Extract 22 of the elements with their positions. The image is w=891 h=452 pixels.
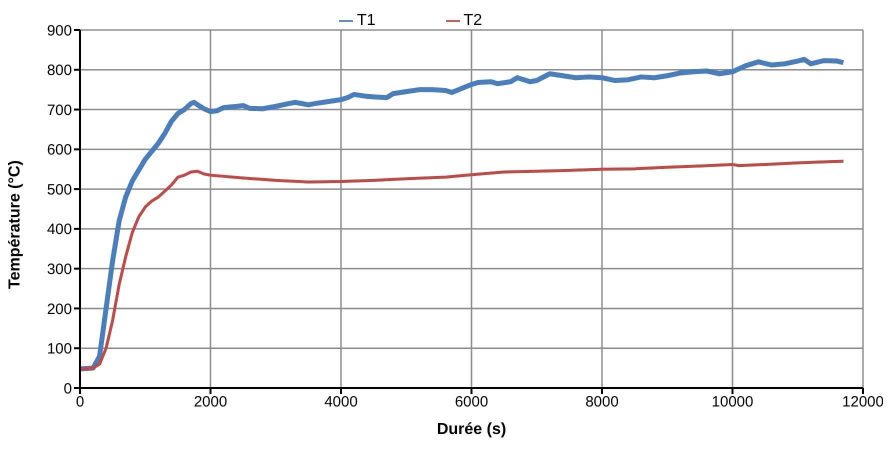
x-tick-label: 12000 [842,394,884,411]
legend-label: T2 [464,12,482,29]
line-series [80,160,845,370]
y-axis-title: Température (°C) [6,160,24,289]
y-tick-label: 900 [46,22,72,40]
y-tick-label: 500 [46,181,72,198]
x-axis-title: Durée (s) [436,421,506,438]
y-tick-label: 0 [64,380,72,398]
x-tick-label: 4000 [324,394,358,411]
x-tick-label: 0 [76,394,84,411]
legend-label: T1 [356,12,376,29]
y-tick-label: 100 [46,340,72,358]
x-tick-label: 6000 [454,394,488,411]
y-tick-label: 200 [46,300,72,318]
y-tick-label: 800 [46,62,72,80]
y-tick-label: 400 [46,221,72,238]
y-tick-label: 300 [46,260,72,278]
y-tick-label: 600 [46,142,72,159]
x-tick-label: 10000 [712,394,754,411]
y-tick-label: 700 [46,102,72,119]
x-tick-label: 8000 [585,394,619,411]
x-tick-label: 2000 [194,394,228,411]
